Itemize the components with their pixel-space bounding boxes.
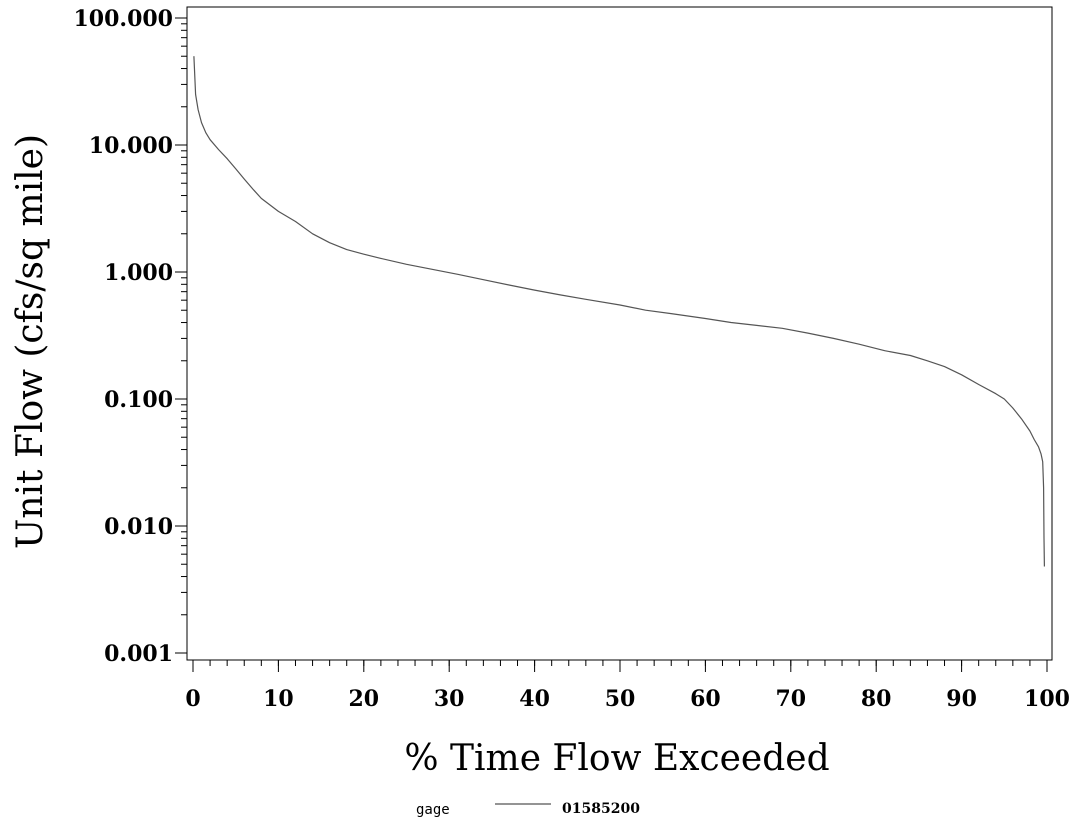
legend-title: gage — [416, 802, 450, 818]
y-tick-label: 100.000 — [73, 6, 173, 32]
x-tick-label: 10 — [263, 686, 294, 712]
y-tick-label: 0.010 — [104, 514, 173, 540]
x-tick-label: 90 — [946, 686, 977, 712]
x-tick-label: 70 — [775, 686, 806, 712]
y-axis-ticks: 0.001 0.010 0.100 1.000 10.000 100.000 — [73, 6, 187, 667]
legend: gage 01585200 — [416, 801, 640, 818]
x-axis-ticks: 0 10 20 30 40 50 60 70 80 90 100 — [185, 660, 1070, 712]
series-layer — [193, 56, 1045, 567]
x-tick-label: 0 — [185, 686, 200, 712]
x-axis-title: % Time Flow Exceeded — [404, 738, 829, 779]
series-line-01585200 — [193, 56, 1045, 567]
x-tick-label: 40 — [519, 686, 550, 712]
x-tick-label: 30 — [434, 686, 465, 712]
y-tick-label: 0.100 — [104, 387, 173, 413]
y-tick-label: 1.000 — [104, 260, 173, 286]
x-tick-label: 100 — [1024, 686, 1070, 712]
x-tick-label: 20 — [348, 686, 379, 712]
legend-label-01585200: 01585200 — [562, 801, 640, 817]
y-axis-title: Unit Flow (cfs/sq mile) — [10, 134, 51, 549]
y-tick-label: 10.000 — [89, 133, 173, 159]
x-tick-label: 60 — [690, 686, 721, 712]
x-tick-label: 50 — [605, 686, 636, 712]
x-tick-label: 80 — [861, 686, 892, 712]
y-tick-label: 0.001 — [104, 641, 173, 667]
